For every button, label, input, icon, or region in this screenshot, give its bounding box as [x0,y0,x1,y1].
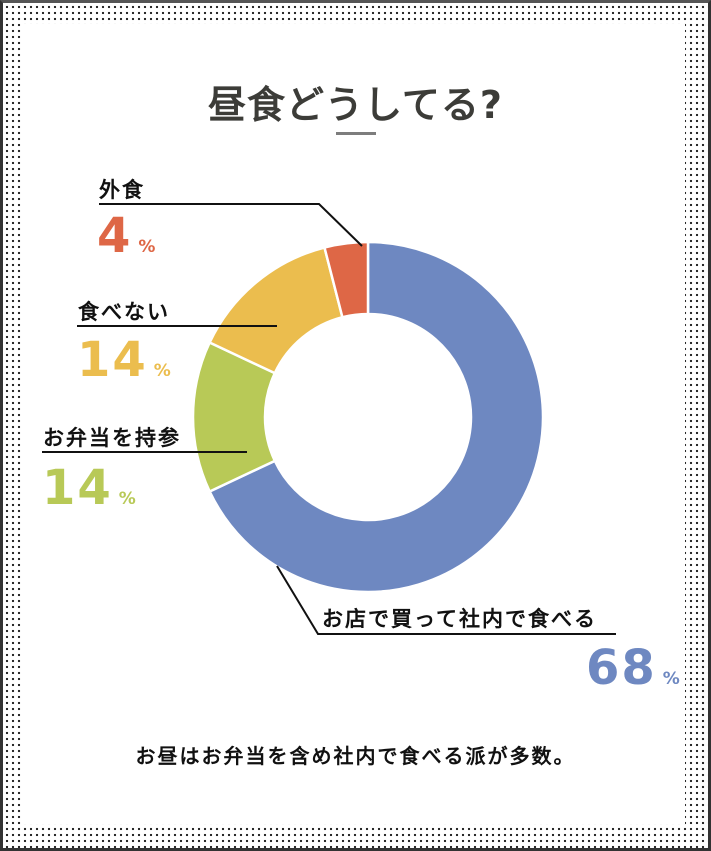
percent-sign: % [138,237,156,257]
percent-sign: % [153,361,171,381]
chart-title: 昼食どうしてる? [208,83,503,127]
value-eat-out-number: 4 [97,208,133,264]
value-eat-in-office: 68% [586,644,680,692]
summary-text: お昼はお弁当を含め社内で食べる派が多数。 [135,744,576,768]
title-underline [336,132,376,135]
value-bring-lunch: 14% [42,464,136,512]
label-eat-out: 外食 [99,178,145,202]
donut-slices [191,240,545,594]
slice-eat-in-office [207,240,545,594]
label-skip: 食べない [78,300,170,324]
slice-eat-out [322,240,370,319]
label-bring-lunch: お弁当を持参 [43,426,181,450]
value-skip: 14% [77,336,171,384]
value-bring-lunch-number: 14 [42,460,113,516]
leader-line-eat-out [99,203,363,247]
value-eat-out: 4% [97,212,155,260]
percent-sign: % [662,669,680,689]
value-skip-number: 14 [77,332,148,388]
leader-line-eat-in-office [276,565,616,635]
value-eat-in-office-number: 68 [586,640,657,696]
content-panel [22,24,685,824]
label-eat-in-office: お店で買って社内で食べる [322,607,597,631]
percent-sign: % [118,489,136,509]
